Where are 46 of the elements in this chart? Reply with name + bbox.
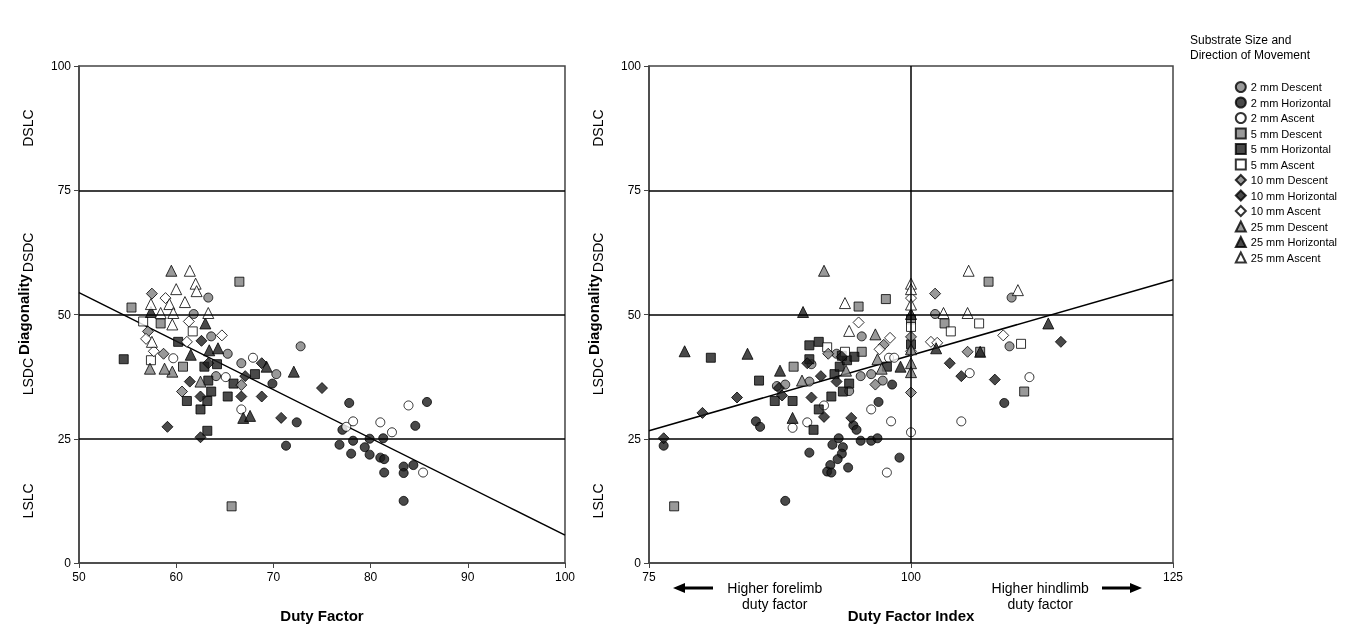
y-tick-label: 25 <box>627 431 642 446</box>
y-tick-label: 75 <box>57 183 72 198</box>
legend-label: 10 mm Ascent <box>1250 205 1321 217</box>
legend-label: 25 mm Descent <box>1250 220 1328 233</box>
legend-label: 2 mm Ascent <box>1250 112 1315 124</box>
legend-label: 10 mm Horizontal <box>1250 189 1338 202</box>
x-tick-label: 100 <box>900 570 922 584</box>
legend-title: Substrate Size and Direction of Movement <box>1190 32 1311 62</box>
y-tick-label: 25 <box>57 431 72 446</box>
x-tick-label: 90 <box>461 570 475 584</box>
text: Higher hindlimb duty factor <box>991 580 1090 612</box>
text: Higher forelimb duty factor <box>727 580 823 612</box>
legend-label: 25 mm Ascent <box>1250 251 1321 264</box>
text: LSLC <box>590 483 606 519</box>
y-axis-title: Diagonality <box>15 273 32 355</box>
x-axis-title: Duty Factor Index <box>847 607 975 624</box>
legend-label: 10 mm Descent <box>1250 174 1328 186</box>
text: DSDC <box>20 232 36 273</box>
y-axis-title: Diagonality <box>585 273 602 355</box>
y-tick-label: 100 <box>620 59 642 73</box>
x-tick-label: 100 <box>554 570 576 584</box>
text: DSLC <box>20 109 36 147</box>
x-tick-label: 70 <box>266 570 281 584</box>
y-tick-label: 50 <box>57 307 72 322</box>
text: DSLC <box>590 109 606 147</box>
legend-label: 5 mm Horizontal <box>1250 143 1331 155</box>
y-tick-label: 75 <box>627 183 642 198</box>
legend-label: 2 mm Descent <box>1250 81 1322 93</box>
x-tick-label: 75 <box>642 570 656 584</box>
legend-label: 5 mm Ascent <box>1250 158 1315 171</box>
x-tick-label: 60 <box>169 570 184 584</box>
x-tick-label: 125 <box>1162 570 1184 584</box>
x-axis-title: Duty Factor <box>280 607 364 624</box>
y-tick-label: 0 <box>634 556 642 570</box>
legend-label: 2 mm Horizontal <box>1250 96 1331 109</box>
x-tick-label: 80 <box>363 570 378 584</box>
legend-label: 5 mm Descent <box>1250 127 1322 140</box>
x-tick-label: 50 <box>72 570 86 584</box>
text: DSDC <box>590 232 606 273</box>
legend-label: 25 mm Horizontal <box>1250 236 1338 248</box>
y-tick-label: 100 <box>50 59 72 73</box>
text: LSDC <box>590 357 606 396</box>
y-tick-label: 50 <box>627 307 642 322</box>
y-tick-label: 0 <box>64 556 72 570</box>
text: LSDC <box>20 357 36 396</box>
text: LSLC <box>20 483 36 519</box>
